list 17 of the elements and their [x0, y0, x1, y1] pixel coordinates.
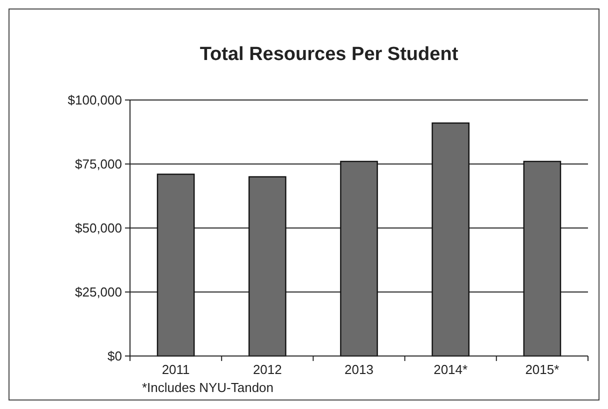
- bar: [248, 176, 286, 357]
- y-tick-label: $50,000: [75, 220, 122, 236]
- bar: [432, 122, 470, 357]
- chart-title: Total Resources Per Student: [200, 44, 459, 65]
- bar: [340, 160, 378, 357]
- x-tick-label: 2015*: [525, 362, 560, 377]
- y-tick-label: $0: [108, 348, 122, 364]
- x-tick-label: 2013: [344, 362, 374, 377]
- bar: [156, 174, 195, 357]
- bar: [523, 160, 562, 357]
- x-tick-label: 2012: [252, 362, 282, 377]
- text: *Includes NYU-Tandon: [142, 380, 274, 395]
- y-tick-label: $100,000: [68, 92, 122, 108]
- x-tick-label: 2014*: [434, 362, 468, 377]
- y-tick-label: $75,000: [75, 156, 122, 172]
- y-tick-label: $25,000: [75, 284, 122, 300]
- x-tick-label: 2011: [162, 362, 190, 377]
